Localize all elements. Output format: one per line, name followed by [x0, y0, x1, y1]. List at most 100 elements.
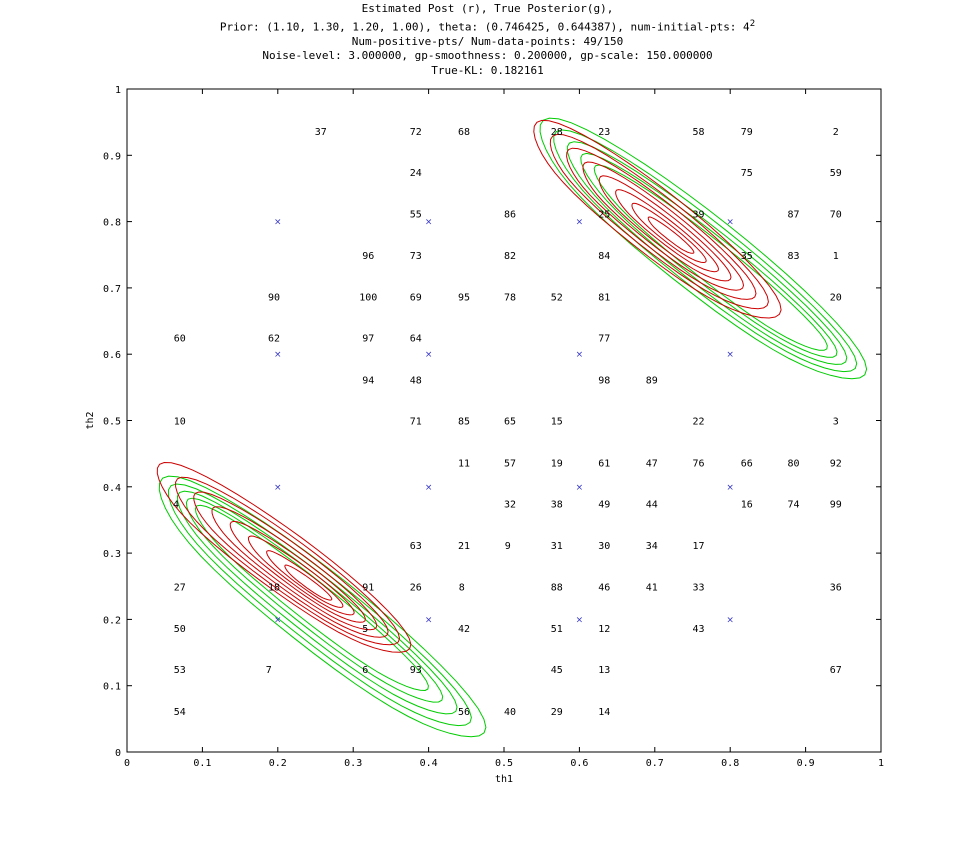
estimated-posterior-contour [175, 476, 401, 646]
true-posterior-contour [185, 497, 444, 703]
data-point-label: 78 [504, 293, 516, 304]
data-point-label: 83 [788, 251, 800, 262]
initial-point-marker: × [576, 615, 584, 625]
data-point-label: 77 [598, 334, 610, 345]
data-point-label: 88 [551, 582, 563, 593]
y-tick-label: 0.7 [103, 284, 121, 295]
true-posterior-contour [566, 141, 848, 365]
data-point-label: 37 [315, 127, 327, 138]
estimated-posterior-contour [247, 535, 355, 616]
y-tick-label: 0.1 [103, 682, 121, 693]
data-point-label: 99 [830, 499, 842, 510]
true-posterior-contour [539, 117, 868, 380]
estimated-posterior-contour [533, 119, 782, 319]
data-point-label: 61 [598, 458, 610, 469]
data-point-label: 67 [830, 665, 842, 676]
data-point-label: 72 [410, 127, 422, 138]
data-point-label: 22 [693, 417, 705, 428]
estimated-posterior-contour [229, 520, 366, 623]
data-point-label: 70 [830, 210, 842, 221]
x-tick-label: 0.4 [420, 758, 438, 769]
x-axis-label: th1 [495, 774, 513, 785]
data-point-label: 15 [551, 417, 563, 428]
data-point-label: 57 [504, 458, 516, 469]
initial-point-marker: × [726, 483, 734, 493]
data-point-label: 54 [174, 707, 186, 718]
estimated-posterior-contour [566, 147, 757, 300]
initial-point-marker: × [726, 218, 734, 228]
true-posterior-contour [158, 475, 487, 738]
y-tick-label: 0.4 [103, 483, 121, 494]
data-point-label: 85 [458, 417, 470, 428]
chart-title: Estimated Post (r), True Posterior(g), P… [0, 2, 975, 78]
x-tick-label: 0.1 [193, 758, 211, 769]
estimated-posterior-contour [647, 216, 695, 254]
true-posterior-contour [580, 152, 838, 358]
contour-layer [156, 117, 868, 738]
y-tick-label: 0.6 [103, 350, 121, 361]
data-point-label: 53 [174, 665, 186, 676]
data-point-label: 98 [598, 375, 610, 386]
data-point-label: 96 [362, 251, 374, 262]
initial-point-marker: × [274, 218, 282, 228]
data-point-label: 26 [410, 582, 422, 593]
data-point-label: 89 [646, 375, 658, 386]
data-point-label: 41 [646, 582, 658, 593]
data-point-label: 18 [268, 582, 280, 593]
initial-point-marker: × [726, 615, 734, 625]
data-point-label: 5 [362, 624, 368, 635]
data-point-label: 71 [410, 417, 422, 428]
data-point-label: 2 [833, 127, 839, 138]
data-point-label: 52 [551, 293, 563, 304]
x-tick-label: 0 [124, 758, 130, 769]
initial-point-marker: × [425, 615, 433, 625]
estimated-posterior-contour [156, 461, 412, 653]
data-point-label: 1 [833, 251, 839, 262]
x-tick-label: 0.8 [721, 758, 739, 769]
data-point-label: 11 [458, 458, 470, 469]
x-tick-label: 0.6 [570, 758, 588, 769]
axis-ticks: 0 0.1 0.2 0.3 0.4 0.5 0.6 0.7 0.8 0.9 100.10.20.30… [103, 85, 884, 769]
data-point-label: 42 [458, 624, 470, 635]
data-point-label: 31 [551, 541, 563, 552]
x-tick-label: 0.9 [797, 758, 815, 769]
title-superscript: 2 [749, 18, 756, 29]
estimated-posterior-contour [266, 550, 344, 608]
data-point-label: 58 [693, 127, 705, 138]
data-point-label: 56 [458, 707, 470, 718]
title-line-4: Noise-level: 3.000000, gp-smoothness: 0.… [262, 49, 713, 63]
data-point-label: 62 [268, 334, 280, 345]
x-tick-label: 0.2 [269, 758, 287, 769]
data-point-label: 38 [551, 499, 563, 510]
data-point-label: 59 [830, 168, 842, 179]
estimated-posterior-contour [615, 189, 720, 273]
data-point-label: 87 [788, 210, 800, 221]
data-point-label: 23 [598, 127, 610, 138]
data-point-label: 75 [741, 168, 753, 179]
data-point-label: 13 [598, 665, 610, 676]
data-point-label: 84 [598, 251, 610, 262]
data-point-label: 81 [598, 293, 610, 304]
data-point-label: 43 [693, 624, 705, 635]
y-tick-label: 0.2 [103, 615, 121, 626]
initial-point-marker: × [576, 350, 584, 360]
title-line-2-text: Prior: (1.10, 1.30, 1.20, 1.00), theta: … [219, 20, 750, 34]
data-point-label: 40 [504, 707, 516, 718]
title-line-1: Estimated Post (r), True Posterior(g), [361, 2, 614, 15]
data-point-label: 66 [741, 458, 753, 469]
data-point-label: 97 [362, 334, 374, 345]
data-point-label: 90 [268, 293, 280, 304]
estimated-posterior-contour [193, 491, 389, 638]
true-posterior-contour [167, 483, 472, 727]
initial-point-marker: × [274, 615, 282, 625]
data-point-label: 80 [788, 458, 800, 469]
initial-point-marker: × [425, 483, 433, 493]
data-point-label: 94 [362, 375, 374, 386]
true-posterior-contour [593, 164, 828, 351]
data-point-label: 95 [458, 293, 470, 304]
y-axis-label: th2 [85, 411, 96, 429]
data-point-label: 65 [504, 417, 516, 428]
data-point-label: 69 [410, 293, 422, 304]
data-point-label: 3 [833, 417, 839, 428]
x-tick-label: 0.7 [646, 758, 664, 769]
